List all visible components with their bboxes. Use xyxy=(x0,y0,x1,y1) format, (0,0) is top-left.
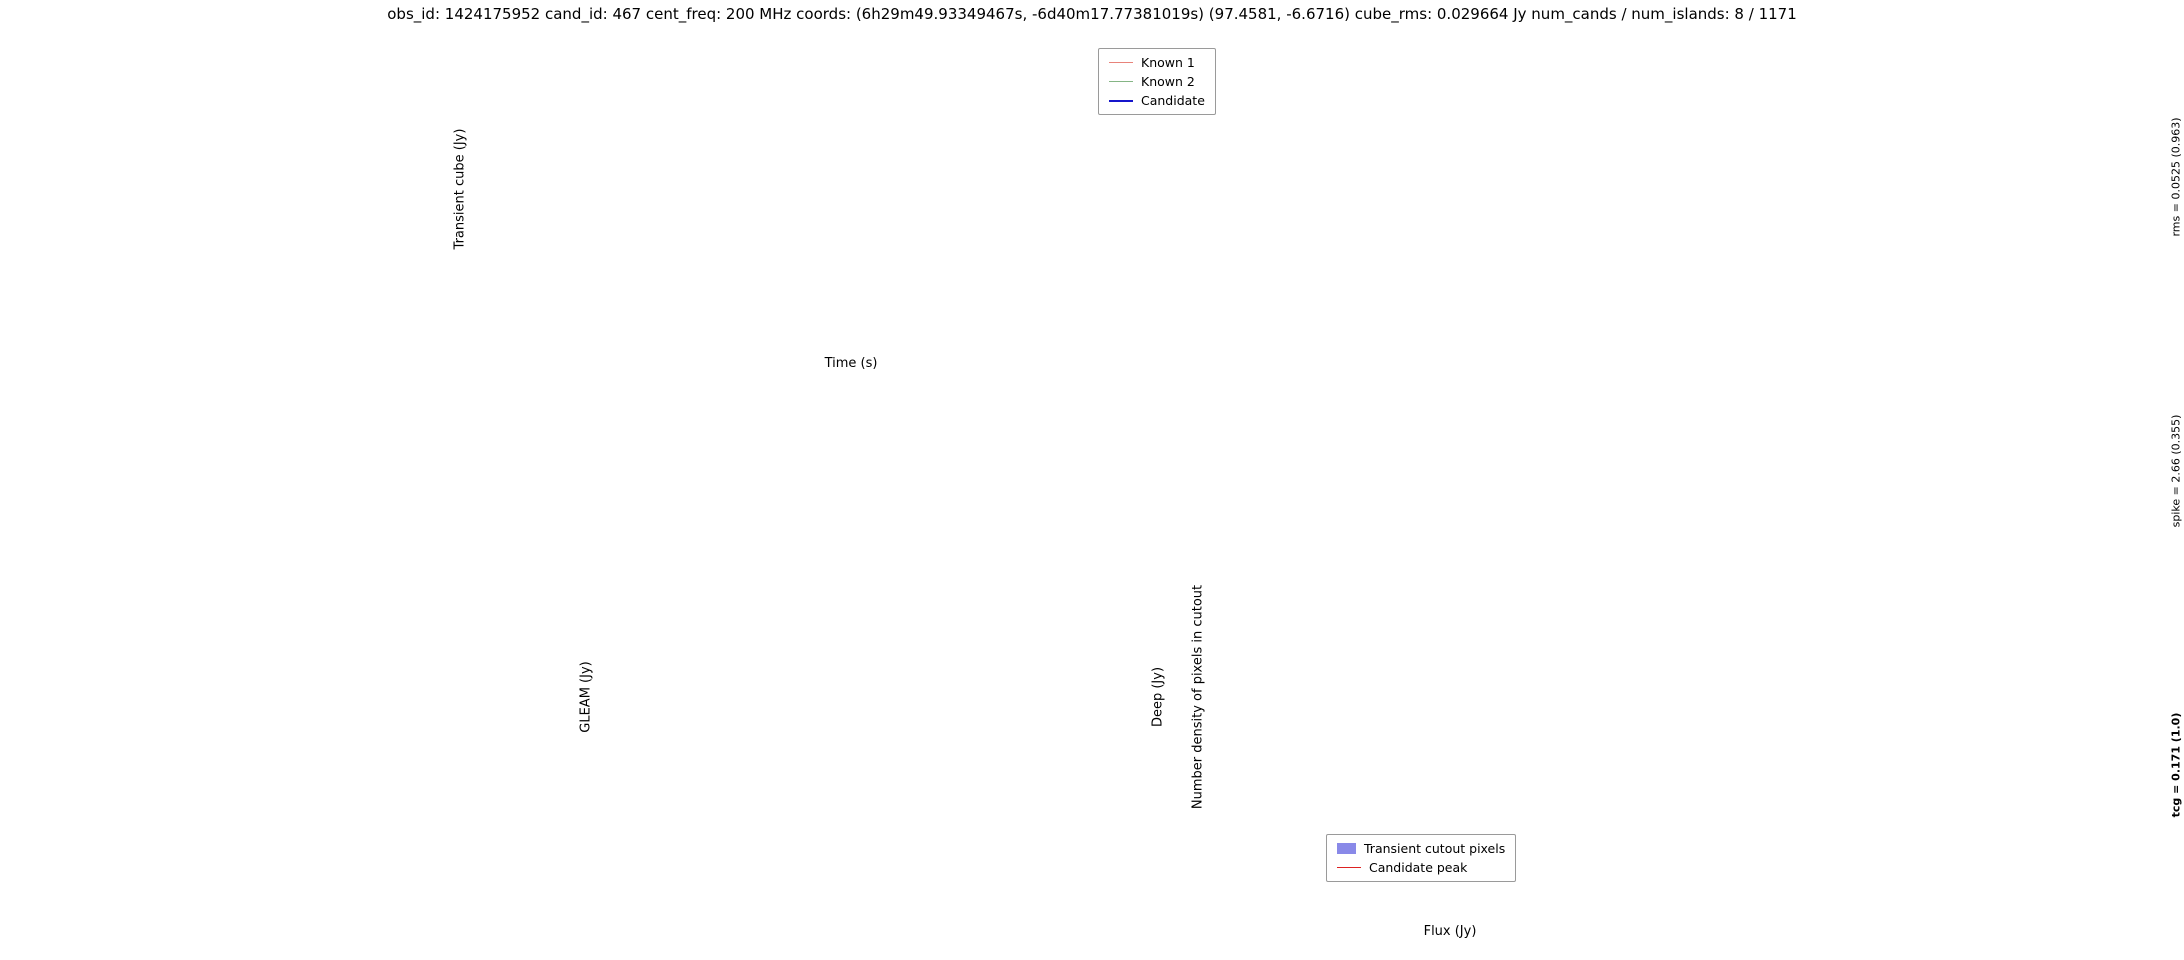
legend-entry-candidate: Candidate xyxy=(1109,93,1205,108)
lightcurve-legend: Known 1 Known 2 Candidate xyxy=(1098,48,1216,115)
legend-label-cutout-pixels: Transient cutout pixels xyxy=(1364,841,1506,856)
legend-label-candidate-peak: Candidate peak xyxy=(1369,860,1468,875)
legend-entry-known1: Known 1 xyxy=(1109,55,1205,70)
figure-title: obs_id: 1424175952 cand_id: 467 cent_fre… xyxy=(387,5,1797,23)
legend-entry-cutout-pixels: Transient cutout pixels xyxy=(1337,841,1505,856)
candidate-peak-line-sample xyxy=(1337,867,1361,868)
tcg-colorbar-label: tcg = 0.171 (1.0) xyxy=(2169,712,2183,818)
gleam-colorbar-label: GLEAM (Jy) xyxy=(578,661,594,733)
legend-label-known2: Known 2 xyxy=(1141,74,1195,89)
legend-entry-known2: Known 2 xyxy=(1109,74,1205,89)
rms-colorbar-label: rms = 0.0525 (0.963) xyxy=(2169,117,2183,237)
lightcurve-ylabel: Transient cube (Jy) xyxy=(452,128,468,250)
candidate-line-sample xyxy=(1109,99,1133,102)
legend-label-candidate: Candidate xyxy=(1141,93,1205,108)
lightcurve-xlabel: Time (s) xyxy=(824,356,878,371)
histogram-patch-sample xyxy=(1337,843,1356,854)
known2-line-sample xyxy=(1109,81,1133,82)
histogram-legend: Transient cutout pixels Candidate peak xyxy=(1326,834,1517,882)
known1-line-sample xyxy=(1109,62,1133,63)
legend-entry-candidate-peak: Candidate peak xyxy=(1337,860,1505,875)
spike-colorbar-label: spike = 2.66 (0.355) xyxy=(2169,414,2183,528)
legend-label-known1: Known 1 xyxy=(1141,55,1195,70)
histogram-ylabel: Number density of pixels in cutout xyxy=(1190,584,1206,810)
deep-colorbar-label: Deep (Jy) xyxy=(1150,666,1166,728)
histogram-xlabel: Flux (Jy) xyxy=(1423,924,1477,939)
